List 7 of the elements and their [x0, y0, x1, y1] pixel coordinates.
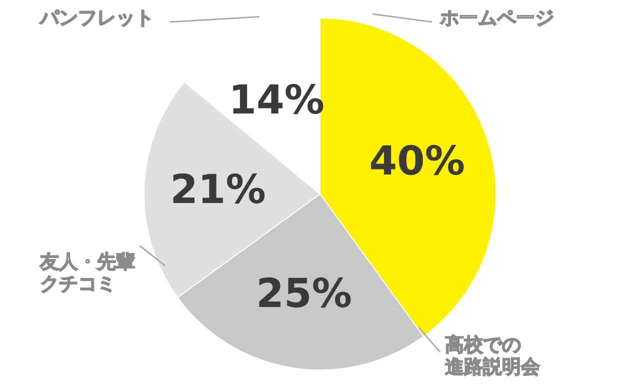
- slice-label: パンフレット: [39, 7, 154, 29]
- slice-label: 高校での進路説明会: [445, 334, 541, 378]
- data-label: 40%: [369, 138, 465, 184]
- data-label: 21%: [170, 166, 266, 213]
- slice-label: ホームページ: [439, 7, 554, 29]
- slice-label: 友人・先輩クチコミ: [39, 251, 135, 295]
- data-label: 25%: [256, 270, 352, 317]
